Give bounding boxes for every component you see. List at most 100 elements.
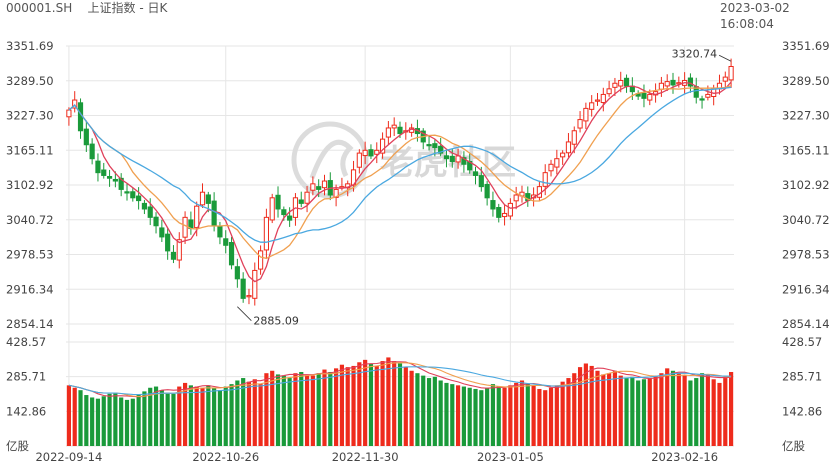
candle-body (513, 194, 519, 202)
candle-body (124, 191, 130, 194)
candle-body (170, 251, 177, 260)
volume-bar (490, 384, 496, 446)
volume-bar (426, 378, 432, 446)
volume-bar (270, 370, 275, 446)
chart-header: 000001.SH 上证指数 - 日K (6, 0, 167, 16)
volume-bar (101, 396, 106, 446)
candle-body (275, 194, 281, 210)
volume-bar (636, 380, 641, 446)
candle-body (705, 93, 711, 98)
candle-body (362, 149, 368, 157)
candle-body (368, 149, 374, 157)
volume-bar (519, 380, 525, 446)
volume-bar (612, 370, 618, 446)
candle-body (496, 207, 502, 218)
candle-body (263, 216, 269, 251)
period-label: 日K (147, 1, 168, 15)
volume-bar (124, 399, 130, 446)
volume-bar (531, 385, 536, 446)
volume-bar (479, 390, 484, 446)
volume-bar (363, 359, 368, 446)
volume-bar (84, 395, 89, 446)
volume-bar (334, 368, 339, 446)
volume-bar (566, 378, 571, 446)
volume-bar (95, 398, 101, 446)
candle-body (136, 195, 142, 202)
volume-bar (699, 373, 705, 446)
volume-bar (729, 371, 734, 446)
volume-bar (246, 381, 252, 446)
candle-body (560, 152, 566, 158)
candle-body (554, 158, 560, 168)
volume-bar (508, 385, 513, 446)
candle-body (130, 191, 136, 199)
volume-ma10-line (68, 362, 732, 398)
volume-bar (142, 391, 147, 446)
candle-body (205, 194, 211, 204)
volume-bar (415, 373, 420, 446)
volume-bar (688, 380, 693, 446)
volume-bar (543, 390, 548, 446)
ma10-line (68, 85, 732, 260)
price-tick-label-right: 3102.92 (782, 178, 830, 192)
candle-body (217, 225, 223, 238)
volume-bar (148, 387, 153, 446)
volume-bar (450, 384, 455, 446)
annotation-low-label: 2885.09 (253, 315, 298, 328)
price-tick-label-right: 3165.11 (782, 143, 830, 157)
candle-body (594, 99, 601, 102)
volume-bar (328, 371, 333, 446)
volume-bar (473, 388, 478, 446)
candle-body (461, 157, 467, 165)
candle-body (722, 76, 728, 82)
header-separator: - (139, 1, 144, 15)
volume-bar (723, 378, 728, 446)
candle-body (449, 155, 455, 162)
candle-body (316, 186, 322, 190)
volume-bar (647, 378, 652, 446)
candle-body (379, 138, 386, 154)
volume-bar (514, 382, 519, 446)
date-tick-label: 2023-01-05 (477, 450, 544, 464)
candle-body (106, 176, 113, 179)
volume-bar (223, 386, 228, 446)
volume-bar (345, 367, 350, 446)
candle-body (304, 191, 310, 204)
volume-bar (194, 386, 199, 446)
volume-unit-label-left: 亿股 (6, 439, 29, 453)
volume-bar (432, 376, 437, 446)
price-tick-label-left: 2978.53 (6, 248, 54, 262)
volume-bar (188, 385, 193, 446)
candle-body (240, 278, 246, 299)
annotation-high-label: 3320.74 (672, 47, 718, 60)
volume-tick-label-right: 428.57 (782, 335, 822, 349)
annotation-leader-line (718, 54, 732, 62)
price-tick-label-left: 3040.72 (6, 213, 54, 227)
volume-bar (171, 393, 176, 446)
candle-body (687, 77, 694, 87)
candle-body (391, 124, 397, 129)
candle-body (118, 177, 124, 190)
ma20-line (68, 86, 732, 243)
candle-body (374, 149, 380, 155)
volume-bar (502, 387, 507, 446)
volume-bar (676, 373, 681, 446)
volume-bar (641, 379, 647, 446)
volume-bar (461, 386, 466, 446)
candle-body (95, 160, 101, 174)
moving-average-lines (68, 81, 732, 283)
candle-body (77, 102, 84, 132)
candle-body (647, 93, 653, 101)
volume-bar (357, 362, 362, 446)
candle-body (490, 200, 496, 210)
volume-bar (525, 384, 530, 446)
volume-bar (595, 370, 600, 446)
volume-bar (339, 364, 345, 446)
volume-tick-label-left: 428.57 (6, 335, 46, 349)
candle-body (641, 92, 647, 99)
candle-body (66, 109, 72, 118)
candle-body (676, 82, 682, 85)
stock-name: 上证指数 (87, 1, 136, 15)
price-tick-label-left: 3351.69 (6, 39, 54, 53)
